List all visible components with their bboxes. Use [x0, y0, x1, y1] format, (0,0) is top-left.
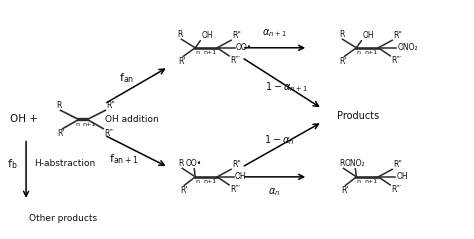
Text: OH: OH — [396, 172, 408, 181]
Text: f$_{\mathregular{b}}$: f$_{\mathregular{b}}$ — [8, 157, 18, 171]
Text: f$_{\mathregular{an+1}}$: f$_{\mathregular{an+1}}$ — [109, 152, 139, 166]
Text: n+1: n+1 — [365, 179, 378, 184]
Text: n+1: n+1 — [82, 122, 95, 127]
Text: OH: OH — [362, 31, 374, 40]
Text: n+1: n+1 — [204, 50, 217, 55]
Text: OH: OH — [201, 31, 213, 40]
Text: n+1: n+1 — [365, 50, 378, 55]
Text: R": R" — [393, 160, 402, 169]
Text: Products: Products — [337, 111, 379, 121]
Text: R: R — [178, 159, 183, 168]
Text: OO•: OO• — [236, 43, 252, 52]
Text: $\alpha_n$: $\alpha_n$ — [268, 186, 280, 198]
Text: R″′: R″′ — [104, 129, 114, 138]
Text: R': R' — [340, 57, 347, 66]
Text: R": R" — [106, 101, 115, 110]
Text: ONO₂: ONO₂ — [345, 159, 366, 168]
Text: OO•: OO• — [186, 159, 202, 168]
Text: $1-\alpha_{n+1}$: $1-\alpha_{n+1}$ — [265, 80, 309, 94]
Text: ONO₂: ONO₂ — [397, 43, 418, 52]
Text: n+1: n+1 — [204, 179, 217, 184]
Text: R": R" — [232, 160, 241, 169]
Text: n: n — [195, 50, 199, 55]
Text: n: n — [356, 50, 360, 55]
Text: OH addition: OH addition — [105, 115, 159, 124]
Text: R: R — [178, 30, 183, 38]
Text: R': R' — [180, 186, 187, 195]
Text: R": R" — [393, 31, 402, 40]
Text: f$_{\mathregular{an}}$: f$_{\mathregular{an}}$ — [119, 71, 135, 85]
Text: R″′: R″′ — [391, 56, 401, 65]
Text: $1-\alpha_n$: $1-\alpha_n$ — [264, 133, 295, 147]
Text: R: R — [339, 159, 345, 168]
Text: $\alpha_{n+1}$: $\alpha_{n+1}$ — [262, 28, 286, 39]
Text: n: n — [195, 179, 199, 184]
Text: R': R' — [57, 129, 65, 138]
Text: H-abstraction: H-abstraction — [34, 159, 95, 168]
Text: n: n — [75, 122, 79, 127]
Text: R': R' — [341, 186, 348, 195]
Text: R″′: R″′ — [230, 185, 240, 194]
Text: R″′: R″′ — [391, 185, 401, 194]
Text: R″′: R″′ — [230, 56, 240, 65]
Text: R: R — [56, 101, 62, 110]
Text: Other products: Other products — [29, 214, 98, 223]
Text: n: n — [356, 179, 360, 184]
Text: OH: OH — [235, 172, 246, 181]
Text: OH +: OH + — [10, 114, 38, 125]
Text: R: R — [339, 30, 344, 38]
Text: R": R" — [232, 31, 241, 40]
Text: R': R' — [179, 57, 186, 66]
